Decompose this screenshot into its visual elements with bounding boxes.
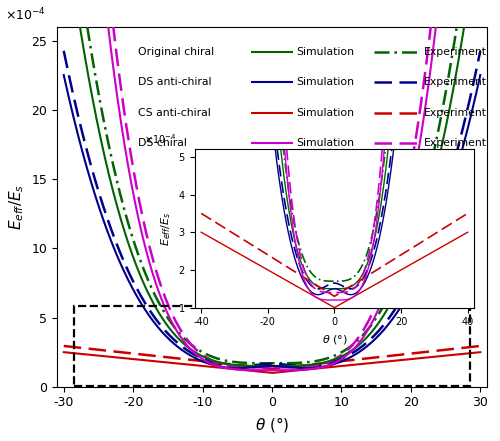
Bar [74, 306, 470, 386]
X-axis label: $\theta$ (°): $\theta$ (°) [255, 415, 289, 434]
Y-axis label: $E_{eff}/E_s$: $E_{eff}/E_s$ [7, 184, 26, 230]
Text: $\times10^{-4}$: $\times10^{-4}$ [5, 7, 46, 23]
